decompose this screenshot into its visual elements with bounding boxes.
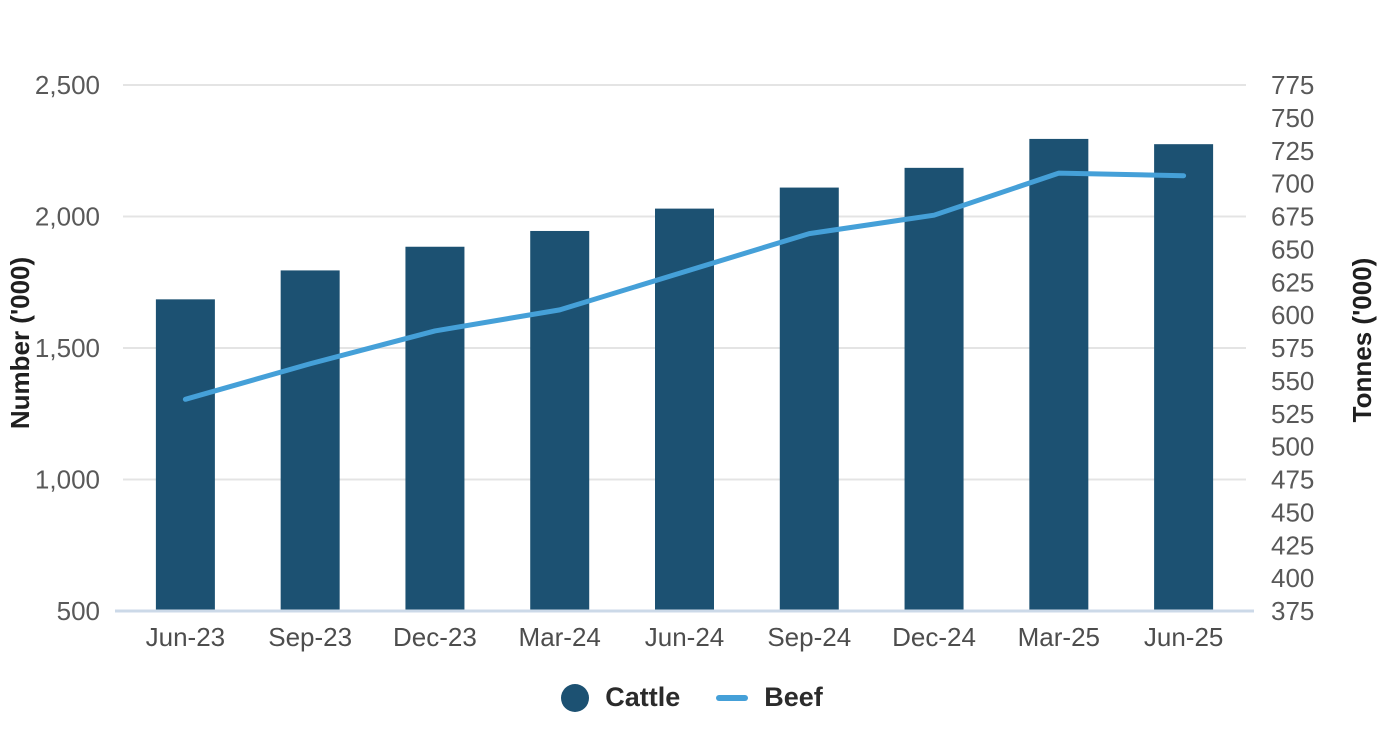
y-axis-right-tick-label: 375	[1271, 596, 1314, 626]
x-axis-tick-label: Jun-24	[645, 622, 725, 652]
y-axis-right-tick-label: 775	[1271, 70, 1314, 100]
x-axis-tick-label: Mar-24	[519, 622, 601, 652]
beef-legend-label: Beef	[764, 682, 823, 712]
cattle-bar[interactable]	[1029, 138, 1089, 612]
y-axis-right-tick-label: 600	[1271, 300, 1314, 330]
cattle-bar[interactable]	[155, 299, 215, 611]
cattle-legend-label: Cattle	[605, 682, 681, 712]
y-axis-right-tick-label: 700	[1271, 169, 1314, 199]
y-axis-left-tick-label: 1,500	[35, 333, 100, 363]
y-axis-right-tick-label: 450	[1271, 497, 1314, 527]
y-axis-right-tick-label: 575	[1271, 333, 1314, 363]
cattle-bar[interactable]	[904, 167, 964, 611]
x-axis-tick-label: Jun-23	[146, 622, 226, 652]
beef-legend-line-icon	[716, 694, 749, 701]
y-axis-left-tick-label: 2,500	[35, 70, 100, 100]
y-axis-right-tick-label: 650	[1271, 234, 1314, 264]
y-axis-right-tick-label: 400	[1271, 563, 1314, 593]
y-axis-right-tick-label: 675	[1271, 202, 1314, 232]
x-axis-tick-label: Sep-24	[767, 622, 851, 652]
beef-line[interactable]	[182, 170, 1187, 402]
cattle-bar[interactable]	[530, 230, 590, 611]
y-axis-right-tick-label: 525	[1271, 399, 1314, 429]
y-axis-right-tick-label: 425	[1271, 530, 1314, 560]
x-axis-tick-label: Dec-23	[393, 622, 477, 652]
y-axis-left-tick-label: 2,000	[35, 202, 100, 232]
y-axis-left-tick-label: 1,000	[35, 465, 100, 495]
cattle-legend-circle-icon	[561, 683, 590, 712]
cattle-bar[interactable]	[280, 270, 340, 611]
y-axis-right-tick-label: 625	[1271, 267, 1314, 297]
chart-legend: Cattle Beef	[0, 682, 1384, 713]
cattle-bar[interactable]	[655, 208, 714, 612]
legend-item-cattle[interactable]: Cattle	[561, 682, 680, 713]
x-axis-tick-label: Jun-25	[1144, 622, 1224, 652]
cattle-bar[interactable]	[1154, 144, 1214, 612]
y-axis-right-tick-label: 475	[1271, 465, 1314, 495]
y-axis-left-tick-label: 500	[57, 596, 100, 626]
y-axis-right-tick-label: 500	[1271, 432, 1314, 462]
x-axis-tick-label: Sep-23	[268, 622, 352, 652]
x-axis-tick-label: Mar-25	[1018, 622, 1100, 652]
chart-plot-area: 2,500 2,000 1,500 1,000 500 77575072570067565…	[35, 70, 1314, 652]
y-axis-right-tick-label: 550	[1271, 366, 1314, 396]
y-axis-right-tick-label: 750	[1271, 103, 1314, 133]
cattle-bar[interactable]	[405, 246, 465, 611]
legend-item-beef[interactable]: Beef	[716, 682, 823, 713]
x-axis-tick-label: Dec-24	[892, 622, 976, 652]
cattle-bar[interactable]	[779, 187, 839, 611]
y-axis-right-tick-label: 725	[1271, 136, 1314, 166]
